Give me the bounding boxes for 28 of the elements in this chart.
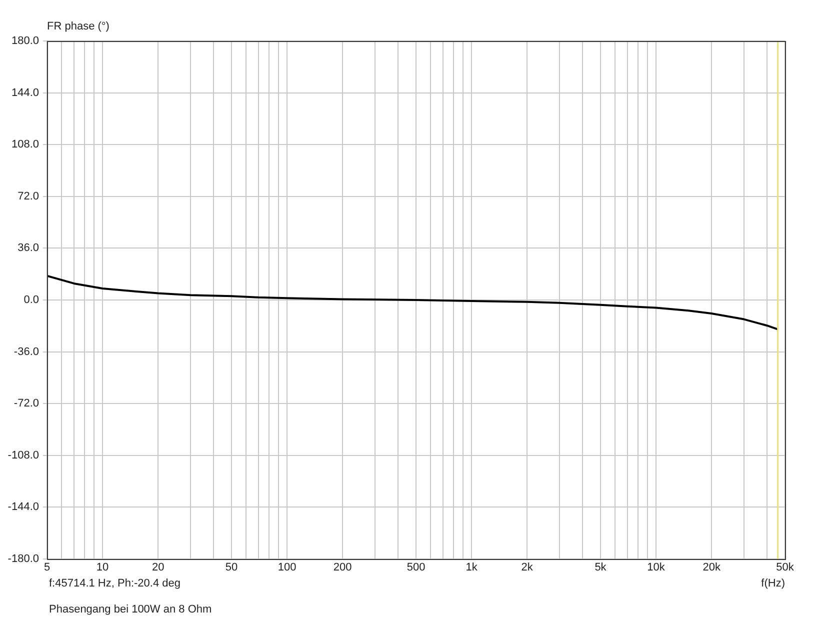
x-tick-label: 1k <box>466 562 478 574</box>
x-tick-label: 5 <box>44 562 50 574</box>
x-tick-label: 20 <box>152 562 164 574</box>
y-tick-label: 36.0 <box>18 242 39 254</box>
text: f:45714.1 Hz, Ph:-20.4 deg <box>49 578 180 590</box>
y-axis-title: FR phase (°) <box>47 20 110 33</box>
y-tick-label: -36.0 <box>14 346 39 358</box>
x-tick-label: 100 <box>278 562 296 574</box>
x-tick-label: 20k <box>702 562 721 574</box>
x-tick-label: 200 <box>333 562 352 574</box>
y-tick-label: 0.0 <box>24 294 39 306</box>
x-tick-label: 10 <box>96 562 109 574</box>
x-tick-label: 50k <box>776 562 794 574</box>
x-tick-label: 5k <box>594 562 607 574</box>
y-tick-label: 108.0 <box>11 138 39 151</box>
y-tick-label: 72.0 <box>18 190 39 202</box>
x-tick-label: 500 <box>406 562 426 574</box>
y-tick-label: 180.0 <box>11 35 39 48</box>
text: Phasengang bei 100W an 8 Ohm <box>49 604 212 616</box>
y-tick-label: -144.0 <box>8 501 39 514</box>
y-tick-label: -108.0 <box>8 449 39 462</box>
x-tick-label: 10k <box>647 562 666 574</box>
y-tick-label: -72.0 <box>14 398 39 410</box>
x-tick-label: 2k <box>521 562 534 574</box>
x-tick-label: 50 <box>225 562 238 574</box>
x-axis-title: f(Hz) <box>761 578 785 590</box>
y-tick-label: -180.0 <box>8 553 39 566</box>
y-tick-label: 144.0 <box>11 86 39 99</box>
